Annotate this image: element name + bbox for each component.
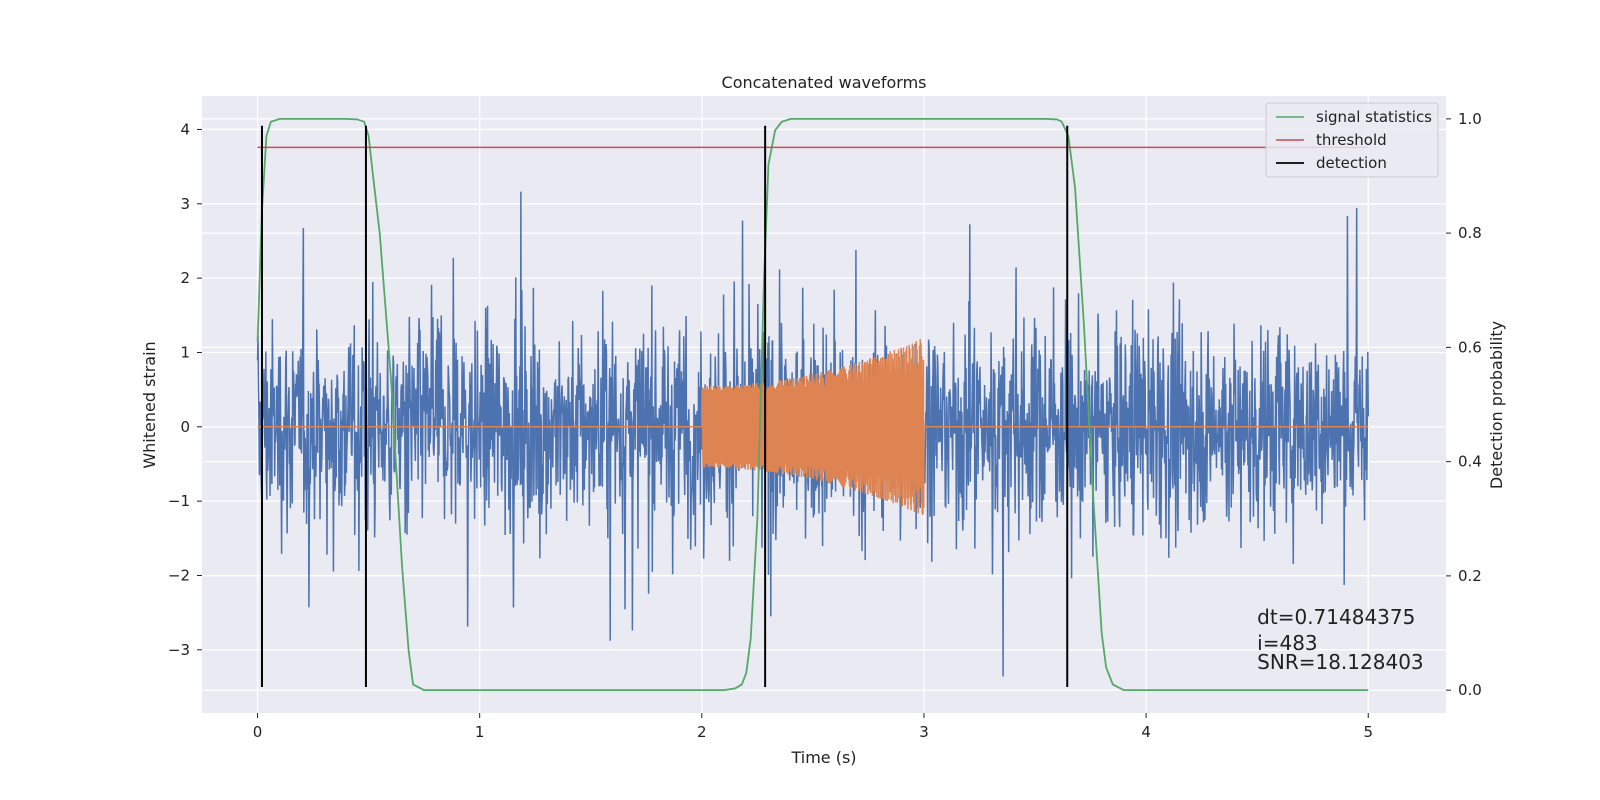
ticks: 0 1 2 3 4 5 −3 −2 −1 0 1 2 3 4 0.0 0.2 0.4 0.6 0.8 1.0 xyxy=(168,110,1482,741)
y-tick-label: 2 xyxy=(180,269,190,287)
chart-title: Concatenated waveforms xyxy=(722,73,927,92)
x-axis-label: Time (s) xyxy=(790,748,856,767)
y-tick-label: 4 xyxy=(180,120,190,138)
y2-tick-label: 0.2 xyxy=(1458,567,1482,585)
annotation-text: i=483 xyxy=(1257,631,1318,655)
y-tick-label: −2 xyxy=(168,566,190,584)
legend-label-threshold: threshold xyxy=(1316,131,1387,149)
y-tick-label: −3 xyxy=(168,641,190,659)
legend-label-detection: detection xyxy=(1316,154,1387,172)
x-tick-label: 1 xyxy=(475,723,485,741)
y2-axis-label: Detection probability xyxy=(1487,321,1506,489)
annotation-text: SNR=18.128403 xyxy=(1257,650,1423,674)
y2-tick-label: 0.4 xyxy=(1458,453,1482,471)
legend-box xyxy=(1265,102,1439,178)
x-tick-label: 0 xyxy=(253,723,263,741)
y2-tick-label: 0.0 xyxy=(1458,681,1482,699)
injected-signal-line xyxy=(257,339,1369,515)
x-tick-label: 3 xyxy=(919,723,929,741)
x-tick-label: 2 xyxy=(697,723,707,741)
signal-statistics-line xyxy=(256,117,1369,692)
y-tick-label: 1 xyxy=(180,343,190,361)
y2-tick-label: 0.8 xyxy=(1458,224,1482,242)
y2-tick-label: 1.0 xyxy=(1458,110,1482,128)
y-tick-label: −1 xyxy=(168,492,190,510)
y2-tick-label: 0.6 xyxy=(1458,338,1482,356)
x-tick-label: 4 xyxy=(1141,723,1151,741)
legend: signal statistics threshold detection xyxy=(1265,102,1439,178)
annotation-text: dt=0.71484375 xyxy=(1257,605,1415,629)
y-tick-label: 0 xyxy=(180,418,190,436)
legend-label-signal-statistics: signal statistics xyxy=(1316,108,1432,126)
y-axis-label: Whitened strain xyxy=(140,341,159,468)
plot-area xyxy=(256,117,1369,692)
x-tick-label: 5 xyxy=(1363,723,1373,741)
y-tick-label: 3 xyxy=(180,195,190,213)
